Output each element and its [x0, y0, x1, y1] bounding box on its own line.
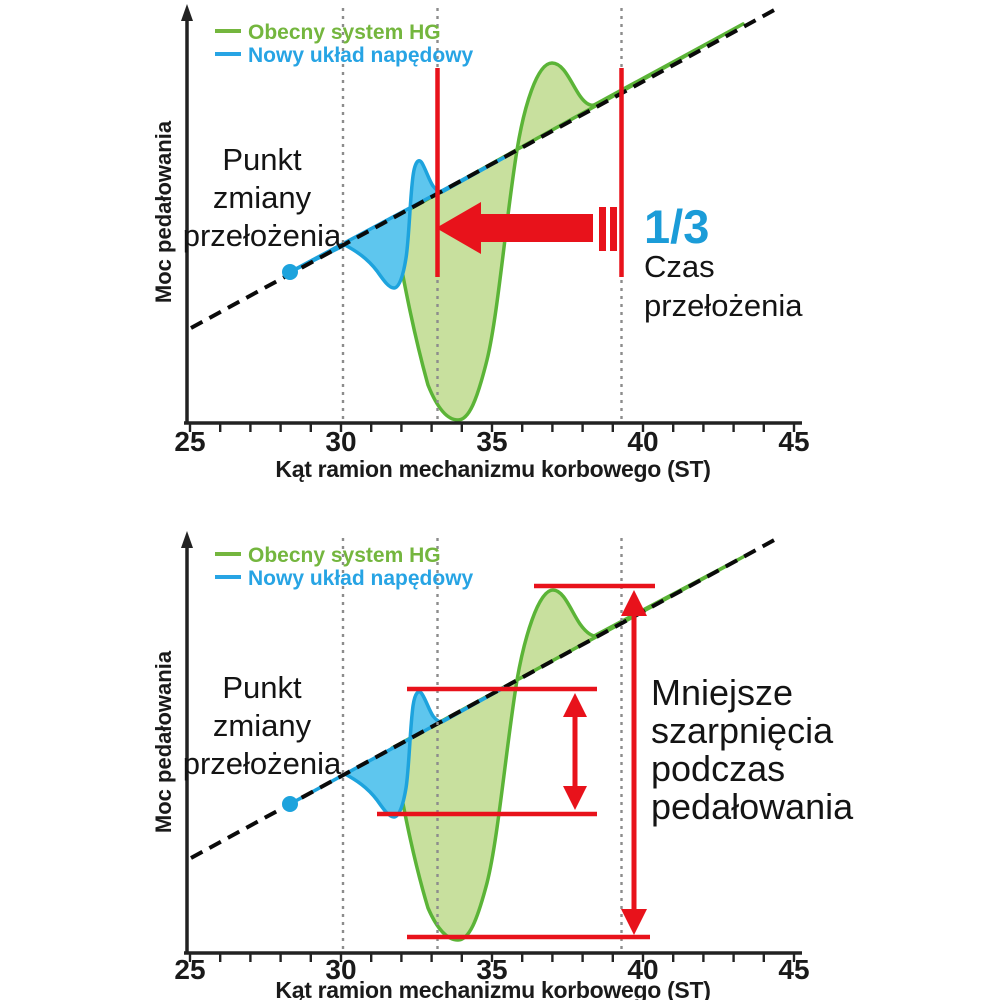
legend-label-hg-bottom: Obecny system HG — [248, 544, 441, 567]
shift-point-label-line2-top: zmiany — [213, 180, 312, 215]
x-tick-25-top: 25 — [174, 426, 205, 457]
legend-label-new-bottom: Nowy układ napędowy — [248, 567, 474, 590]
red-arrow-shaft — [481, 214, 593, 242]
red-arrow-tail-dash-2 — [610, 207, 617, 251]
hg-system-curve-bottom — [390, 555, 745, 942]
small-amplitude-arrow-head-up — [563, 693, 587, 717]
shift-point-label-line1-bottom: Punkt — [222, 670, 302, 705]
legend-label-hg-top: Obecny system HG — [248, 21, 441, 44]
shift-point-label-line1-top: Punkt — [222, 142, 302, 177]
y-axis-arrowhead-top — [181, 4, 193, 21]
jerk-amplitude-annotation — [377, 583, 655, 940]
jerk-label-line1: Mniejsze — [651, 672, 793, 713]
x-tick-30-top: 30 — [325, 426, 356, 457]
x-axis-ticks-top — [188, 423, 796, 432]
x-axis-title-top: Kąt ramion mechanizmu korbowego (ST) — [275, 456, 710, 482]
small-amplitude-arrow-head-down — [563, 786, 587, 810]
shift-time-annotation — [435, 68, 624, 277]
shift-start-dot-bottom — [282, 796, 298, 812]
x-axis-ticks-bottom — [188, 953, 796, 962]
x-tick-40-bottom: 40 — [627, 954, 658, 985]
red-arrow-head — [436, 202, 481, 254]
x-axis-title-bottom: Kąt ramion mechanizmu korbowego (ST) — [275, 977, 710, 1000]
y-axis-title-top: Moc pedałowania — [151, 120, 176, 303]
jerk-label-line2: szarpnięcia — [651, 710, 834, 751]
large-amplitude-arrow-head-down — [621, 909, 647, 935]
x-tick-30-bottom: 30 — [325, 954, 356, 985]
shift-time-fraction: 1/3 — [644, 200, 709, 253]
jerk-label-line3: podczas — [651, 748, 785, 789]
legend-bottom: Obecny system HG Nowy układ napędowy — [215, 544, 474, 590]
chart-top: 25 30 35 40 45 Kąt ramion mechanizmu kor… — [151, 4, 810, 482]
x-tick-25-bottom: 25 — [174, 954, 205, 985]
shift-point-label-line2-bottom: zmiany — [213, 708, 312, 743]
red-arrow-tail-dash-1 — [599, 207, 606, 251]
shift-time-label-line1: Czas — [644, 249, 715, 284]
shift-time-label-line2: przełożenia — [644, 288, 803, 323]
legend-label-new-top: Nowy układ napędowy — [248, 44, 474, 67]
x-tick-40-top: 40 — [627, 426, 658, 457]
y-axis-title-bottom: Moc pedałowania — [151, 650, 176, 833]
shift-point-label-line3-top: przełożenia — [183, 218, 342, 253]
new-drivetrain-curve-top — [288, 154, 509, 290]
large-amplitude-arrow-head-up — [621, 590, 647, 616]
x-tick-45-top: 45 — [778, 426, 809, 457]
x-tick-45-bottom: 45 — [778, 954, 809, 985]
jerk-label-line4: pedałowania — [651, 786, 854, 827]
chart-bottom: 25 30 35 40 45 Kąt ramion mechanizmu kor… — [151, 531, 854, 1000]
x-tick-35-top: 35 — [476, 426, 507, 457]
shift-start-dot-top — [282, 264, 298, 280]
legend-top: Obecny system HG Nowy układ napędowy — [215, 21, 474, 67]
new-drivetrain-curve-bottom — [288, 684, 509, 819]
hg-system-curve-top — [390, 22, 745, 422]
x-tick-35-bottom: 35 — [476, 954, 507, 985]
y-axis-arrowhead-bottom — [181, 531, 193, 548]
shift-point-label-line3-bottom: przełożenia — [183, 746, 342, 781]
